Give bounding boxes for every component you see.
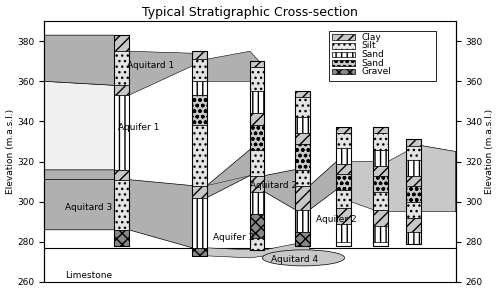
Bar — [406, 232, 420, 244]
Bar — [332, 52, 355, 57]
Bar — [296, 134, 310, 144]
Bar — [192, 51, 207, 256]
Bar — [406, 146, 420, 160]
Bar — [336, 224, 351, 242]
Bar — [336, 163, 351, 173]
Text: Gravel: Gravel — [361, 67, 391, 76]
Bar — [332, 34, 355, 40]
Text: Silt: Silt — [361, 41, 376, 50]
Bar — [114, 230, 128, 246]
Bar — [250, 61, 264, 250]
Bar — [332, 60, 355, 66]
Bar — [336, 127, 351, 246]
Bar — [336, 173, 351, 190]
Bar — [192, 198, 207, 248]
Bar — [192, 95, 207, 125]
Bar — [336, 134, 351, 147]
Bar — [374, 127, 388, 246]
Bar — [250, 176, 264, 192]
Bar — [192, 81, 207, 95]
Bar — [374, 134, 388, 149]
Bar — [250, 125, 264, 149]
Bar — [406, 160, 420, 176]
Bar — [296, 232, 310, 246]
Polygon shape — [128, 51, 207, 95]
Bar — [114, 35, 128, 51]
Polygon shape — [44, 81, 128, 170]
Bar — [250, 91, 264, 113]
Bar — [192, 186, 207, 198]
Bar — [296, 91, 310, 246]
Bar — [406, 176, 420, 186]
Bar — [296, 170, 310, 186]
Ellipse shape — [262, 250, 344, 266]
Bar — [296, 144, 310, 170]
Bar — [296, 97, 310, 117]
Bar — [336, 147, 351, 163]
Bar — [250, 192, 264, 214]
Bar — [374, 226, 388, 242]
Text: Limestone: Limestone — [65, 271, 112, 280]
Bar — [114, 85, 128, 95]
Bar — [192, 248, 207, 256]
Bar — [374, 176, 388, 192]
Bar — [336, 208, 351, 224]
Bar — [114, 35, 128, 246]
Text: Aquitard 1: Aquitard 1 — [126, 61, 174, 70]
Bar — [406, 202, 420, 218]
Polygon shape — [207, 149, 351, 210]
Polygon shape — [207, 51, 264, 91]
Bar — [250, 67, 264, 91]
Bar — [192, 59, 207, 81]
Bar — [296, 210, 310, 232]
Polygon shape — [420, 146, 456, 202]
Text: Aquitard 3: Aquitard 3 — [65, 203, 112, 212]
Bar — [374, 210, 388, 226]
Text: Sand: Sand — [361, 50, 384, 59]
Bar — [374, 192, 388, 210]
Bar — [250, 61, 264, 67]
Polygon shape — [207, 244, 310, 262]
Bar — [329, 31, 436, 81]
Bar — [250, 214, 264, 238]
Text: Aquifer 1: Aquifer 1 — [118, 123, 160, 132]
Bar — [250, 238, 264, 250]
Bar — [192, 51, 207, 59]
Text: Aquiler 2: Aquiler 2 — [316, 215, 356, 224]
Text: Clay: Clay — [361, 33, 381, 42]
Text: Aquitard 4: Aquitard 4 — [270, 255, 318, 264]
Bar — [296, 186, 310, 210]
Text: Sand: Sand — [361, 59, 384, 68]
Bar — [114, 95, 128, 170]
Polygon shape — [44, 35, 128, 95]
Bar — [296, 91, 310, 97]
Bar — [406, 218, 420, 232]
Y-axis label: Elevation (m.a.s.l.): Elevation (m.a.s.l.) — [486, 109, 494, 194]
Polygon shape — [44, 180, 207, 248]
Bar — [250, 113, 264, 125]
Bar — [374, 127, 388, 134]
Text: Aquifer 3: Aquifer 3 — [213, 233, 254, 242]
Polygon shape — [351, 146, 456, 212]
Bar — [374, 149, 388, 166]
Bar — [336, 127, 351, 134]
Bar — [114, 170, 128, 180]
Polygon shape — [207, 176, 250, 186]
Bar — [406, 186, 420, 202]
Y-axis label: Elevation (m.a.s.l.): Elevation (m.a.s.l.) — [6, 109, 15, 194]
Text: Aquitard 2: Aquitard 2 — [250, 181, 297, 190]
Bar — [192, 125, 207, 186]
Bar — [250, 149, 264, 176]
Polygon shape — [44, 170, 128, 180]
Bar — [406, 139, 420, 146]
Bar — [332, 43, 355, 49]
Bar — [332, 69, 355, 74]
Bar — [114, 180, 128, 230]
Bar — [374, 166, 388, 176]
Bar — [336, 190, 351, 208]
Title: Typical Stratigraphic Cross-section: Typical Stratigraphic Cross-section — [142, 6, 358, 18]
Bar — [114, 51, 128, 85]
Bar — [296, 117, 310, 134]
Bar — [406, 139, 420, 244]
